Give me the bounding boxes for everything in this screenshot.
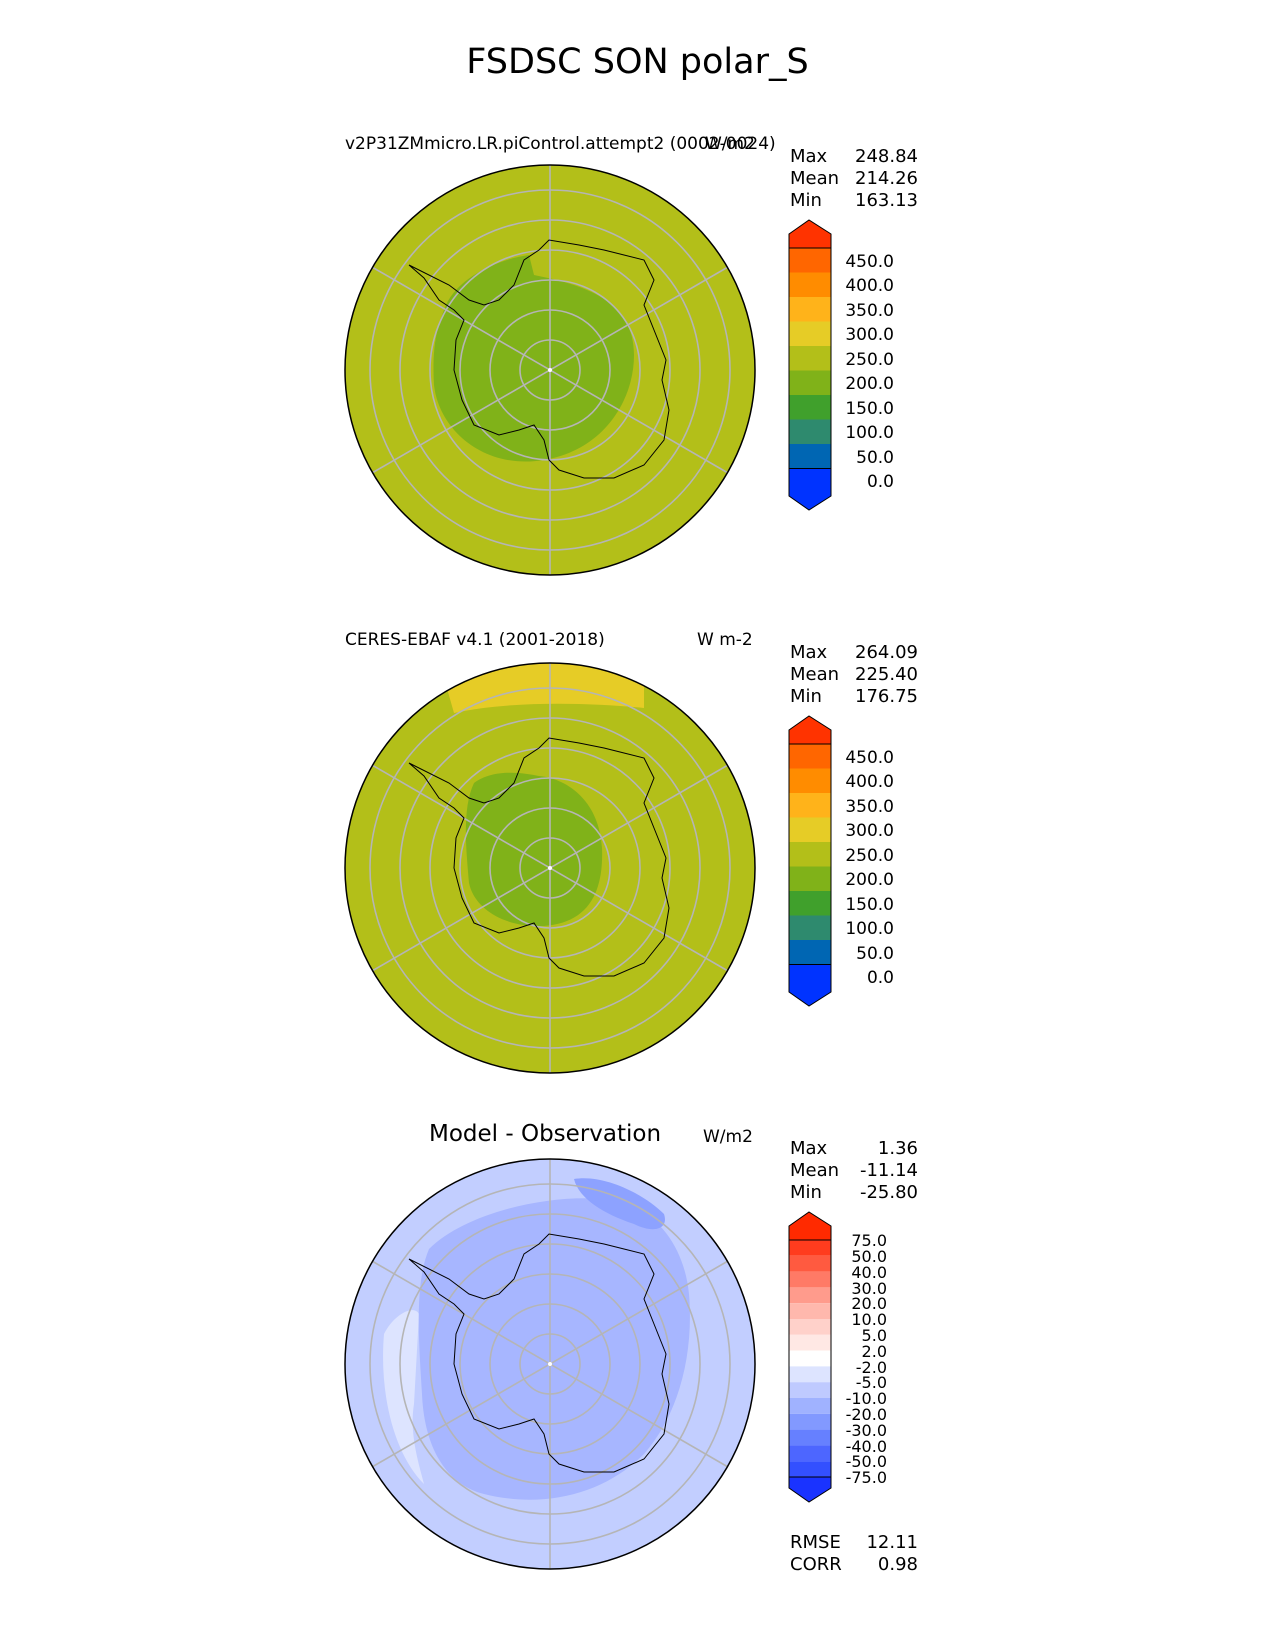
panel2-stat-max-value: 264.09 bbox=[855, 642, 918, 663]
panel3-tick-4: 20.0 bbox=[851, 1294, 887, 1313]
panel2-antarctica-coastline bbox=[408, 737, 670, 977]
panel2-stat-mean-value: 225.40 bbox=[855, 664, 918, 685]
panel3-tick-9: -5.0 bbox=[855, 1373, 887, 1392]
panel1-inner-field bbox=[433, 255, 634, 462]
panel1-tick-2: 350.0 bbox=[845, 301, 894, 321]
panel2-tick-2: 350.0 bbox=[845, 797, 894, 817]
panel3-tick-13: -40.0 bbox=[845, 1437, 887, 1456]
panel3-stat-max-value: 1.36 bbox=[877, 1138, 918, 1159]
panel3-tick-15: -75.0 bbox=[845, 1468, 887, 1487]
panel1-tick-8: 50.0 bbox=[856, 448, 894, 468]
panel3-title: Model - Observation bbox=[429, 1121, 662, 1147]
panel3-tick-10: -10.0 bbox=[845, 1389, 887, 1408]
panel2-tick-8: 50.0 bbox=[856, 944, 894, 964]
panel3-stat-min-value: -25.80 bbox=[859, 1182, 918, 1203]
panel3-tick-1: 50.0 bbox=[851, 1247, 887, 1266]
panel3-tick-14: -50.0 bbox=[845, 1452, 887, 1471]
panel2-tick-0: 450.0 bbox=[845, 748, 894, 768]
panel3-stat-min-label: Min bbox=[790, 1182, 822, 1203]
panel2-tick-6: 150.0 bbox=[845, 895, 894, 915]
panel1-stat-max-label: Max bbox=[790, 146, 828, 167]
panel1-stat-min-label: Min bbox=[790, 190, 822, 211]
panel2-stat-min-value: 176.75 bbox=[855, 686, 918, 707]
panel3-stat-mean-label: Mean bbox=[790, 1160, 840, 1181]
panel2-colorbar bbox=[788, 715, 832, 1007]
panel3-stat-max-label: Max bbox=[790, 1138, 828, 1159]
panel2-tick-7: 100.0 bbox=[845, 919, 894, 939]
panel3-stat-mean-value: -11.14 bbox=[859, 1160, 918, 1181]
panel1-tick-7: 100.0 bbox=[845, 423, 894, 443]
panel3-tick-2: 40.0 bbox=[851, 1263, 887, 1282]
panel2-stat-mean-label: Mean bbox=[790, 664, 840, 685]
panel2-stat-min-label: Min bbox=[790, 686, 822, 707]
panel3-tick-8: -2.0 bbox=[855, 1358, 887, 1377]
panel1-tick-9: 0.0 bbox=[866, 472, 894, 492]
panel1-stat-mean-value: 214.26 bbox=[855, 168, 918, 189]
panel1-colorbar bbox=[788, 219, 832, 511]
panel1-units: W/m2 bbox=[705, 134, 755, 154]
panel3-polar-map bbox=[344, 1158, 756, 1570]
panel3-tick-0: 75.0 bbox=[851, 1231, 887, 1250]
panel2-title: CERES-EBAF v4.1 (2001-2018) bbox=[345, 630, 605, 650]
panel2-tick-9: 0.0 bbox=[866, 968, 894, 988]
panel3-tick-7: 2.0 bbox=[861, 1342, 887, 1361]
panel3-tick-12: -30.0 bbox=[845, 1421, 887, 1440]
panel3-colorbar bbox=[788, 1211, 832, 1503]
figure-title: FSDSC SON polar_S bbox=[466, 42, 809, 82]
panel3-rmse-value: 12.11 bbox=[866, 1532, 918, 1553]
panel1-title: v2P31ZMmicro.LR.piControl.attempt2 (0002… bbox=[345, 134, 776, 154]
panel2-units: W m-2 bbox=[697, 630, 753, 650]
panel1-tick-5: 200.0 bbox=[845, 374, 894, 394]
panel3-tick-11: -20.0 bbox=[845, 1405, 887, 1424]
panel3-tick-6: 5.0 bbox=[861, 1326, 887, 1345]
panel1-antarctica-coastline bbox=[408, 239, 670, 479]
panel2-tick-1: 400.0 bbox=[845, 772, 894, 792]
panel3-units: W/m2 bbox=[703, 1127, 753, 1147]
panel1-tick-3: 300.0 bbox=[845, 325, 894, 345]
panel3-corr-value: 0.98 bbox=[877, 1554, 918, 1575]
panel1-tick-4: 250.0 bbox=[845, 350, 894, 370]
panel2-tick-5: 200.0 bbox=[845, 870, 894, 890]
panel2-polar-map bbox=[344, 662, 756, 1074]
panel3-antarctica-coastline bbox=[408, 1233, 670, 1473]
panel1-tick-0: 450.0 bbox=[845, 252, 894, 272]
panel3-tick-5: 10.0 bbox=[851, 1310, 887, 1329]
panel3-corr-label: CORR bbox=[790, 1554, 842, 1575]
panel1-tick-1: 400.0 bbox=[845, 276, 894, 296]
panel2-tick-3: 300.0 bbox=[845, 821, 894, 841]
panel1-stat-min-value: 163.13 bbox=[855, 190, 918, 211]
panel1-stat-max-value: 248.84 bbox=[855, 146, 918, 167]
panel1-polar-map bbox=[344, 164, 756, 576]
panel2-tick-4: 250.0 bbox=[845, 846, 894, 866]
panel3-rmse-label: RMSE bbox=[790, 1532, 841, 1553]
panel1-tick-6: 150.0 bbox=[845, 399, 894, 419]
panel3-tick-3: 30.0 bbox=[851, 1279, 887, 1298]
panel1-stat-mean-label: Mean bbox=[790, 168, 840, 189]
panel2-stat-max-label: Max bbox=[790, 642, 828, 663]
